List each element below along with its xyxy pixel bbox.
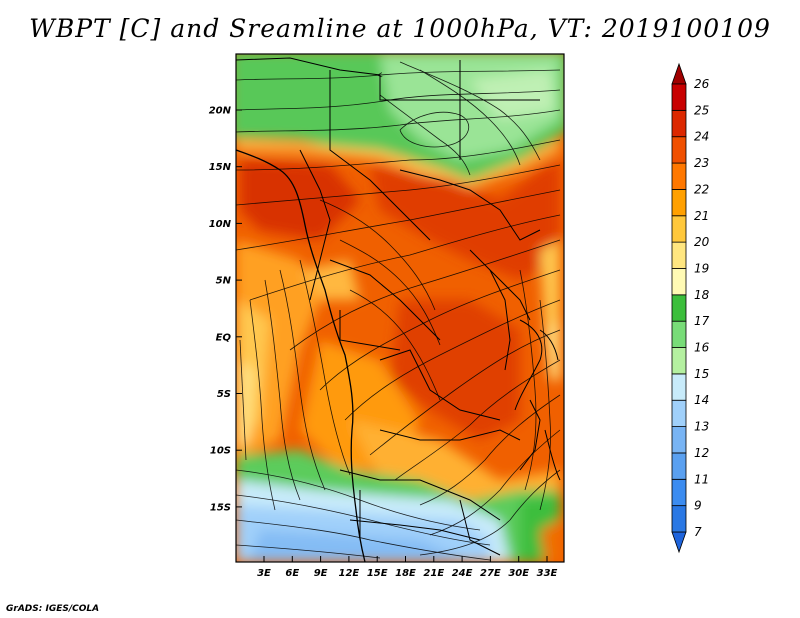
- colorbar-label: 21: [694, 209, 709, 223]
- colorbar-cell: [671, 373, 687, 401]
- colorbar-label: 19: [694, 261, 709, 275]
- colorbar-label: 14: [694, 393, 709, 407]
- colorbar-cell: [671, 505, 687, 533]
- lat-label: EQ: [216, 332, 232, 343]
- lon-label: 30E: [508, 568, 529, 579]
- lat-label: 15S: [210, 502, 231, 513]
- lat-label: 15N: [209, 162, 232, 173]
- lon-axis: 3E 6E 9E 12E 15E 18E 21E 24E 27E 30E 33E: [257, 556, 558, 579]
- colorbar-cell: [671, 189, 687, 217]
- colorbar-label: 26: [694, 77, 710, 91]
- colorbar-cell: [671, 62, 687, 85]
- lat-label: 10N: [209, 219, 232, 230]
- country-borders: [236, 57, 561, 562]
- map-title: WBPT [C] and Sreamline at 1000hPa, VT: 2…: [29, 14, 771, 43]
- colorbar-cell: [671, 268, 687, 296]
- colorbar-cell: [671, 162, 687, 190]
- colorbar-label: 15: [694, 367, 709, 381]
- colorbar-label: 11: [694, 472, 709, 486]
- colorbar-label: 17: [694, 314, 710, 328]
- colorbar-label: 12: [694, 446, 709, 460]
- colorbar-cell: [671, 294, 687, 322]
- lat-label: 5N: [216, 276, 232, 287]
- colorbar-cell: [671, 320, 687, 348]
- colorbar-label: 22: [694, 182, 709, 196]
- lat-label: 5S: [217, 389, 231, 400]
- lon-label: 12E: [339, 568, 360, 579]
- colorbar-cell: [671, 452, 687, 480]
- colorbar-label: 20: [694, 235, 710, 249]
- map-frame: [235, 53, 565, 563]
- colorbar-cell: [671, 347, 687, 375]
- colorbar-label: 25: [694, 103, 709, 117]
- colorbar: 7 9 11 12 13 14 15 16 17 18 19 20 21 22 23 24 25 26: [671, 62, 710, 554]
- colorbar-cell: [671, 136, 687, 164]
- colorbar-cell: [671, 241, 687, 269]
- lon-label: 15E: [367, 568, 388, 579]
- lon-label: 6E: [285, 568, 299, 579]
- streamlines: [236, 61, 561, 561]
- colorbar-label: 7: [694, 525, 702, 539]
- colorbar-label: 24: [694, 130, 709, 144]
- lon-label: 33E: [537, 568, 558, 579]
- colorbar-label: 9: [694, 499, 702, 513]
- colorbar-cell: [671, 426, 687, 454]
- colorbar-label: 23: [694, 156, 709, 170]
- lat-label: 10S: [210, 446, 231, 457]
- colorbar-cell: [671, 531, 687, 554]
- lat-axis: 20N 15N 10N 5N EQ 5S 10S 15S: [209, 106, 242, 513]
- colorbar-cell: [671, 83, 687, 111]
- lon-label: 18E: [395, 568, 416, 579]
- lon-label: 3E: [257, 568, 271, 579]
- colorbar-label: 18: [694, 288, 710, 302]
- lon-label: 24E: [452, 568, 473, 579]
- lat-label: 20N: [209, 106, 232, 117]
- colorbar-cell: [671, 215, 687, 243]
- colorbar-label: 16: [694, 341, 710, 355]
- wbpt-shading: [236, 54, 564, 562]
- colorbar-cell: [671, 478, 687, 507]
- lon-label: 27E: [480, 568, 501, 579]
- credit-text: GrADS: IGES/COLA: [6, 604, 100, 614]
- colorbar-cell: [671, 399, 687, 427]
- colorbar-label: 13: [694, 420, 709, 434]
- lon-label: 9E: [314, 568, 328, 579]
- lon-label: 21E: [423, 568, 444, 579]
- colorbar-cell: [671, 109, 687, 138]
